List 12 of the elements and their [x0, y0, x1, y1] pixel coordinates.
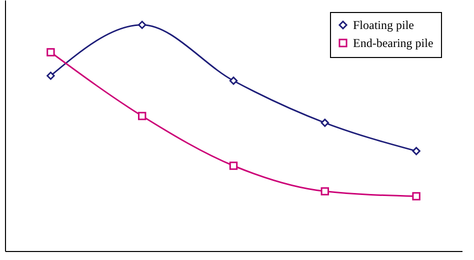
point: [320, 187, 330, 196]
point: [412, 192, 420, 200]
legend-label: Floating pile: [353, 18, 414, 32]
point: [46, 48, 55, 56]
point: [138, 112, 146, 120]
point: [229, 76, 238, 85]
point: [229, 162, 238, 170]
point: [46, 72, 55, 80]
legend-label: End-bearing pile: [353, 36, 434, 50]
point: [138, 20, 146, 29]
point: [412, 146, 420, 156]
point: [320, 118, 330, 127]
